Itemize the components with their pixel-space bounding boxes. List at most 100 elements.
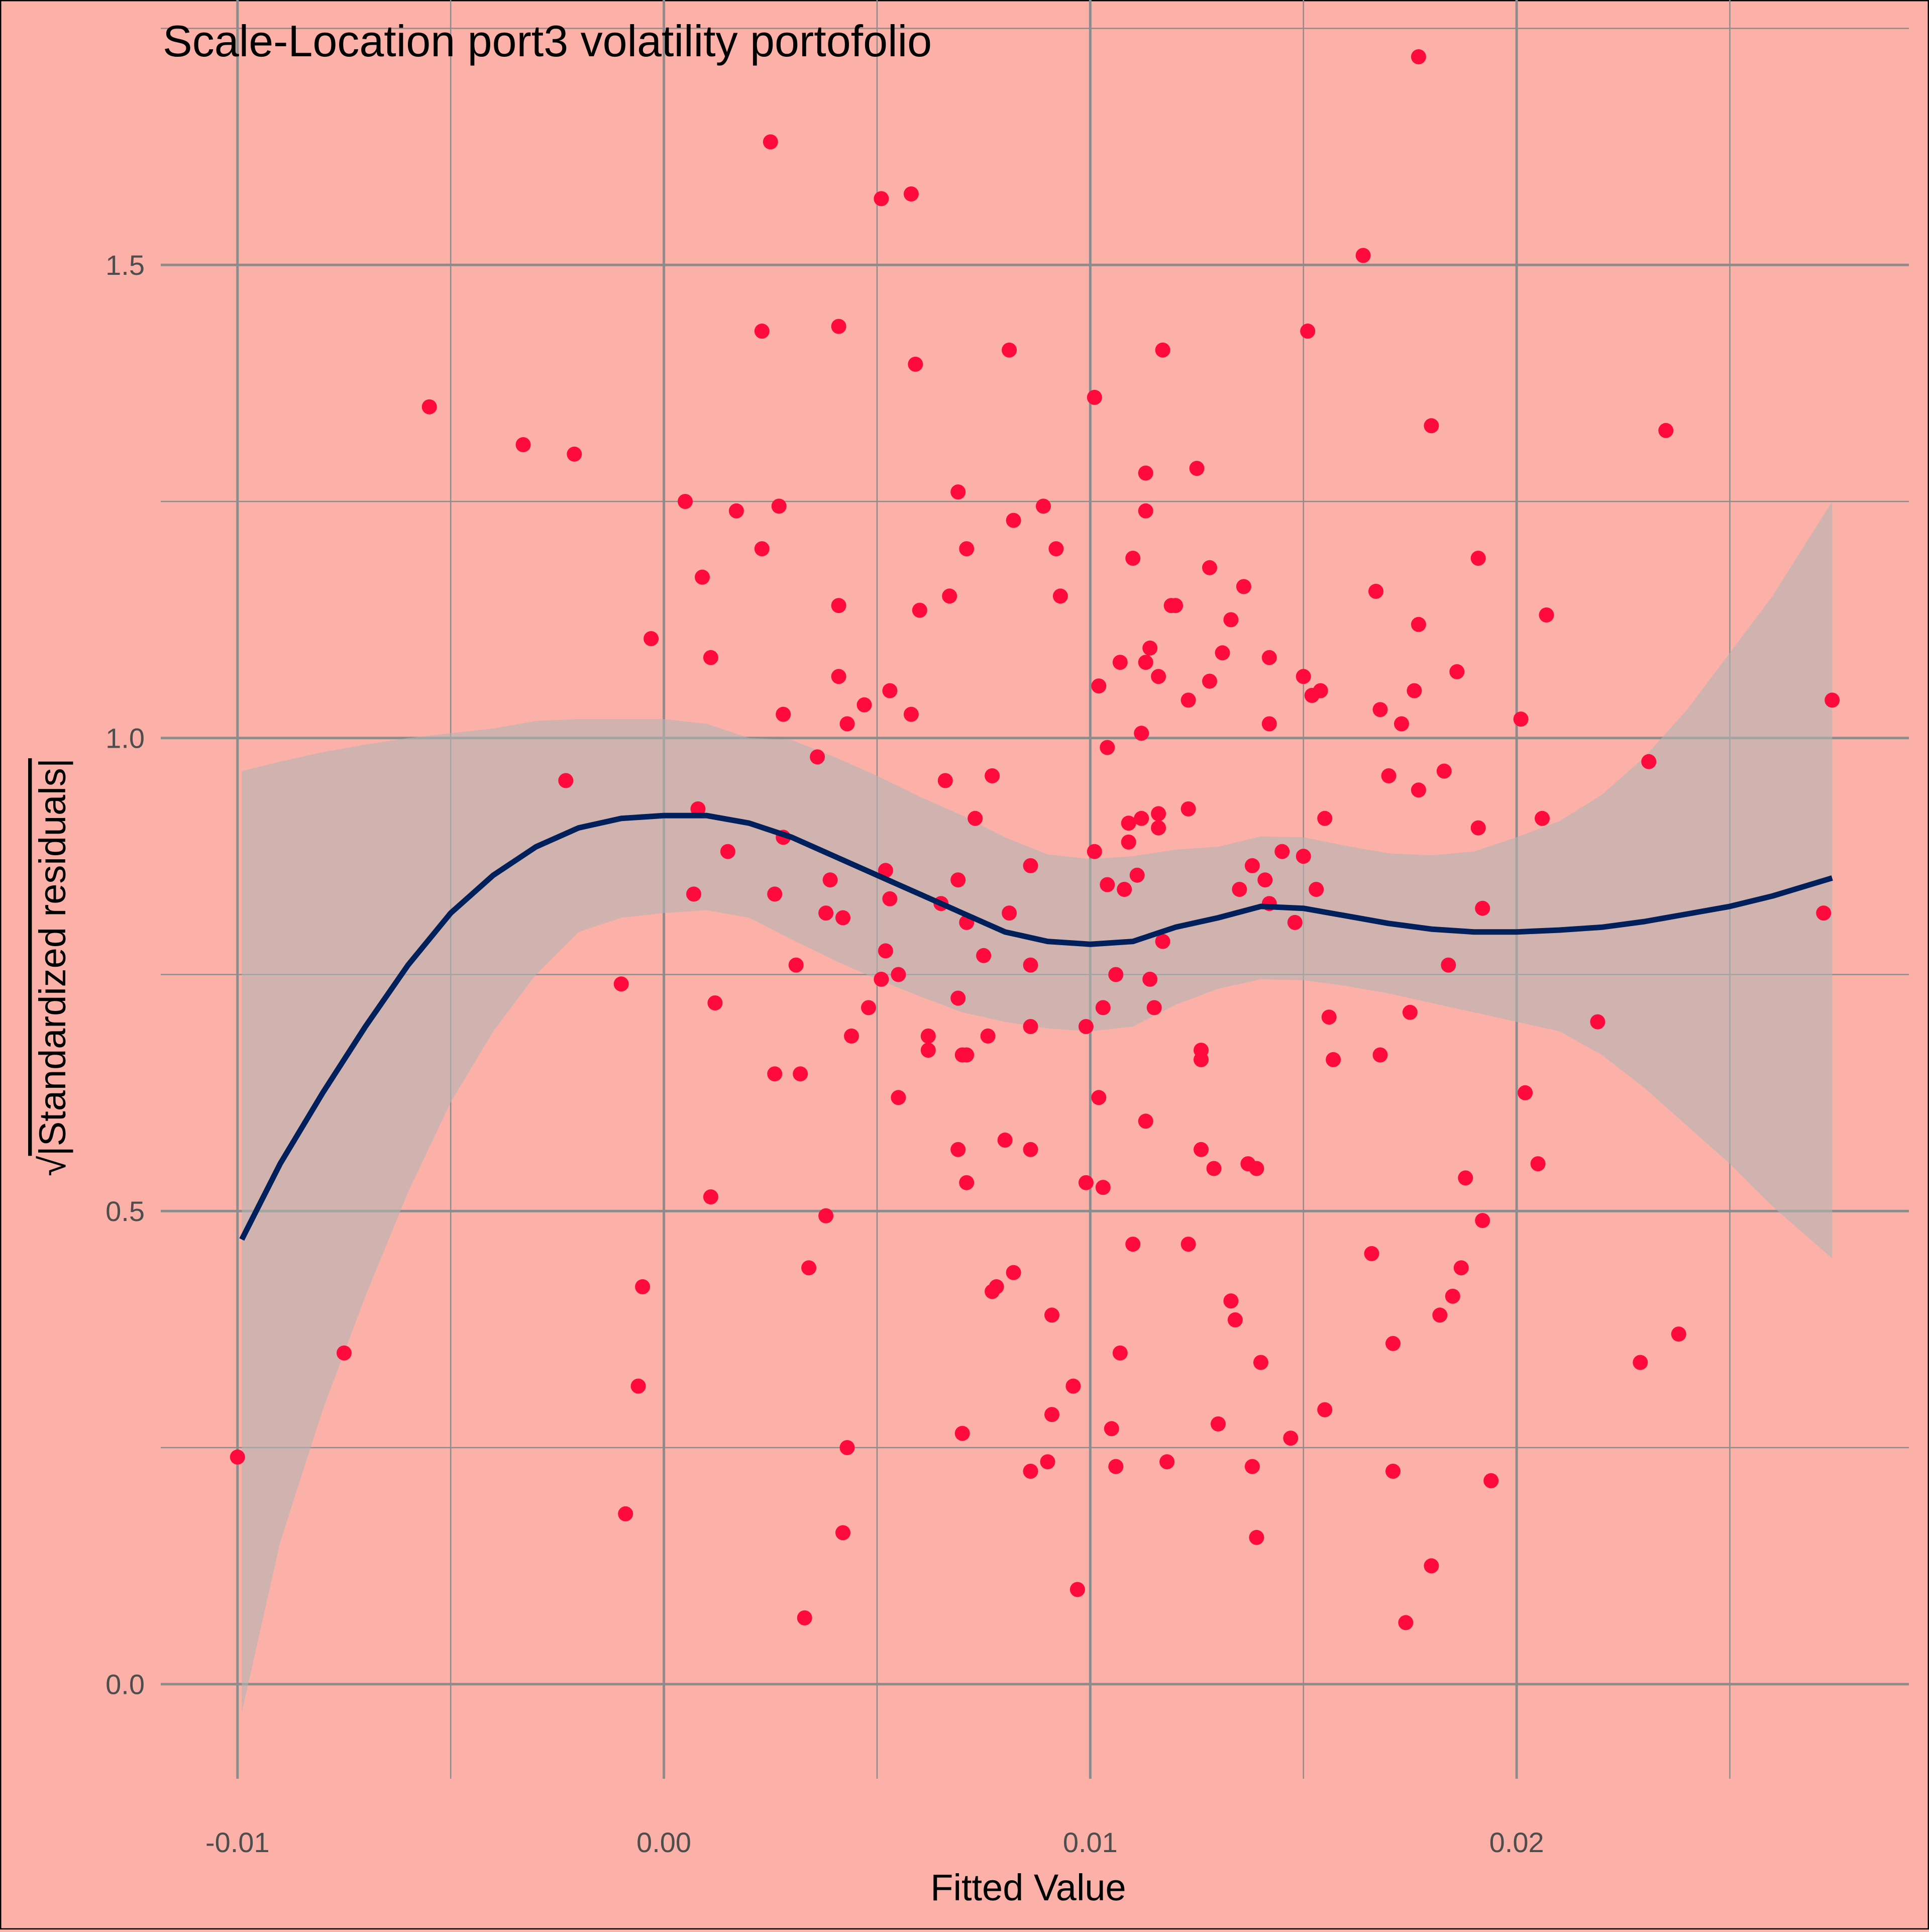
data-point <box>1470 820 1486 836</box>
data-point <box>908 356 923 372</box>
data-point <box>1470 551 1486 566</box>
data-point <box>1078 1019 1094 1034</box>
data-point <box>1407 683 1422 698</box>
data-point <box>1211 1416 1226 1432</box>
data-point <box>989 1279 1004 1294</box>
data-point <box>1112 1345 1128 1361</box>
data-point <box>1458 1170 1473 1186</box>
data-point <box>1535 810 1550 826</box>
data-point <box>1445 1288 1460 1304</box>
data-point <box>1069 1582 1085 1597</box>
data-point <box>950 990 966 1006</box>
data-point <box>771 498 787 514</box>
data-point <box>1236 579 1251 594</box>
data-point <box>1249 1161 1264 1176</box>
data-point <box>950 872 966 888</box>
data-point <box>1002 905 1017 921</box>
data-point <box>1044 1407 1059 1422</box>
data-point <box>678 494 693 509</box>
data-point <box>1095 1000 1111 1015</box>
data-point <box>1215 645 1230 661</box>
confidence-band-layer <box>242 501 1833 1713</box>
data-point <box>1475 1213 1490 1228</box>
data-point <box>1309 882 1324 897</box>
data-point <box>1138 465 1153 481</box>
data-point <box>1023 1142 1038 1157</box>
data-point <box>1449 664 1465 679</box>
data-point <box>1261 716 1277 732</box>
data-point <box>1006 1265 1021 1280</box>
data-point <box>1658 423 1674 438</box>
data-point <box>1112 655 1128 670</box>
data-point <box>1134 726 1149 741</box>
data-point <box>835 910 850 926</box>
data-point <box>1194 1142 1209 1157</box>
data-point <box>1151 820 1166 836</box>
data-point <box>844 1028 859 1044</box>
data-point <box>793 1066 808 1082</box>
data-point <box>835 1525 850 1541</box>
data-point <box>1411 782 1426 798</box>
data-point <box>1117 882 1132 897</box>
data-point <box>882 891 898 906</box>
data-point <box>1436 763 1452 779</box>
data-point <box>831 669 846 684</box>
x-tick-labels: -0.01 0.00 0.01 0.02 <box>205 1826 1544 1858</box>
data-point <box>1142 971 1158 987</box>
data-point <box>1825 692 1840 708</box>
data-point <box>644 631 659 646</box>
data-point <box>1087 389 1102 405</box>
data-point <box>690 801 706 817</box>
data-point <box>1590 1014 1605 1030</box>
data-point <box>1296 669 1311 684</box>
data-point <box>1261 650 1277 665</box>
data-point <box>1641 754 1657 769</box>
data-point <box>839 1440 855 1455</box>
data-point <box>1441 957 1456 973</box>
data-point <box>1023 957 1038 973</box>
data-point <box>959 1175 975 1190</box>
data-point <box>1168 598 1184 614</box>
data-point <box>686 886 701 902</box>
y-tick-label: 0.0 <box>105 1669 145 1700</box>
data-point <box>1411 617 1426 632</box>
data-point <box>1296 849 1311 864</box>
data-point <box>912 602 927 618</box>
data-point <box>1244 858 1260 873</box>
data-point <box>1100 877 1115 892</box>
data-point <box>1633 1355 1648 1370</box>
y-axis-label-radicand: |Standardized residuals| <box>32 758 73 1156</box>
data-point <box>1539 607 1554 623</box>
data-point <box>720 844 735 859</box>
data-point <box>1202 673 1217 689</box>
y-axis-label-text: √|Standardized residuals| <box>32 758 73 1176</box>
data-point <box>968 810 983 826</box>
data-point <box>1313 683 1328 698</box>
data-point <box>1023 858 1038 873</box>
data-point <box>1223 1293 1239 1309</box>
data-point <box>1206 1161 1222 1176</box>
data-point <box>1321 1009 1337 1025</box>
smooth-line-layer <box>239 812 1833 1241</box>
data-point <box>831 319 846 334</box>
points-layer <box>230 49 1840 1631</box>
data-point <box>891 1090 906 1105</box>
x-tick-label: 0.00 <box>636 1826 691 1858</box>
data-point <box>788 957 804 973</box>
data-point <box>1134 810 1149 826</box>
data-point <box>515 437 531 452</box>
data-point <box>754 541 770 557</box>
data-point <box>1475 900 1490 916</box>
data-point <box>728 503 744 519</box>
chart-title: Scale-Location port3 volatility portofol… <box>163 16 932 66</box>
data-point <box>1317 1402 1333 1417</box>
data-point <box>856 697 872 713</box>
data-point <box>1125 551 1141 566</box>
data-point <box>754 324 770 339</box>
data-point <box>1023 1464 1038 1479</box>
data-point <box>937 773 953 788</box>
data-point <box>1023 1019 1038 1034</box>
data-point <box>1381 768 1397 783</box>
data-point <box>959 541 975 557</box>
